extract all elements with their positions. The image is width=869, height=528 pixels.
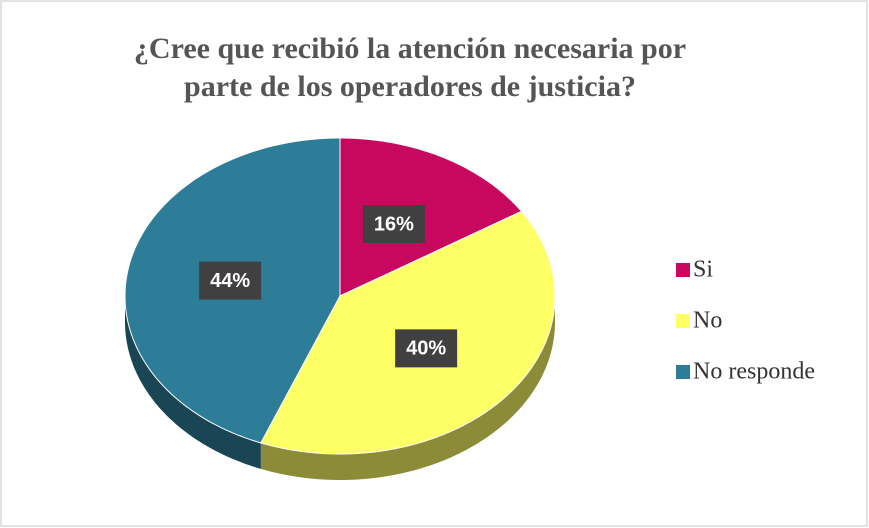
legend-swatch: [676, 314, 690, 328]
legend-label: No responde: [693, 359, 815, 385]
legend-label: Si: [693, 257, 713, 283]
data-label: 16%: [374, 213, 414, 235]
slice: [339, 137, 523, 297]
chart-title: ¿Cree que recibió la atención necesaria …: [133, 32, 687, 103]
slice-side: [125, 296, 261, 469]
slice-side: [260, 296, 555, 480]
data-label: 44%: [210, 270, 250, 292]
legend-swatch: [676, 365, 690, 379]
legend-swatch: [676, 263, 690, 277]
data-label-box: [395, 329, 458, 368]
data-label: 40%: [406, 338, 446, 360]
data-label-box: [199, 261, 262, 300]
data-label-box: [362, 205, 425, 244]
legend-label: No: [693, 308, 722, 334]
